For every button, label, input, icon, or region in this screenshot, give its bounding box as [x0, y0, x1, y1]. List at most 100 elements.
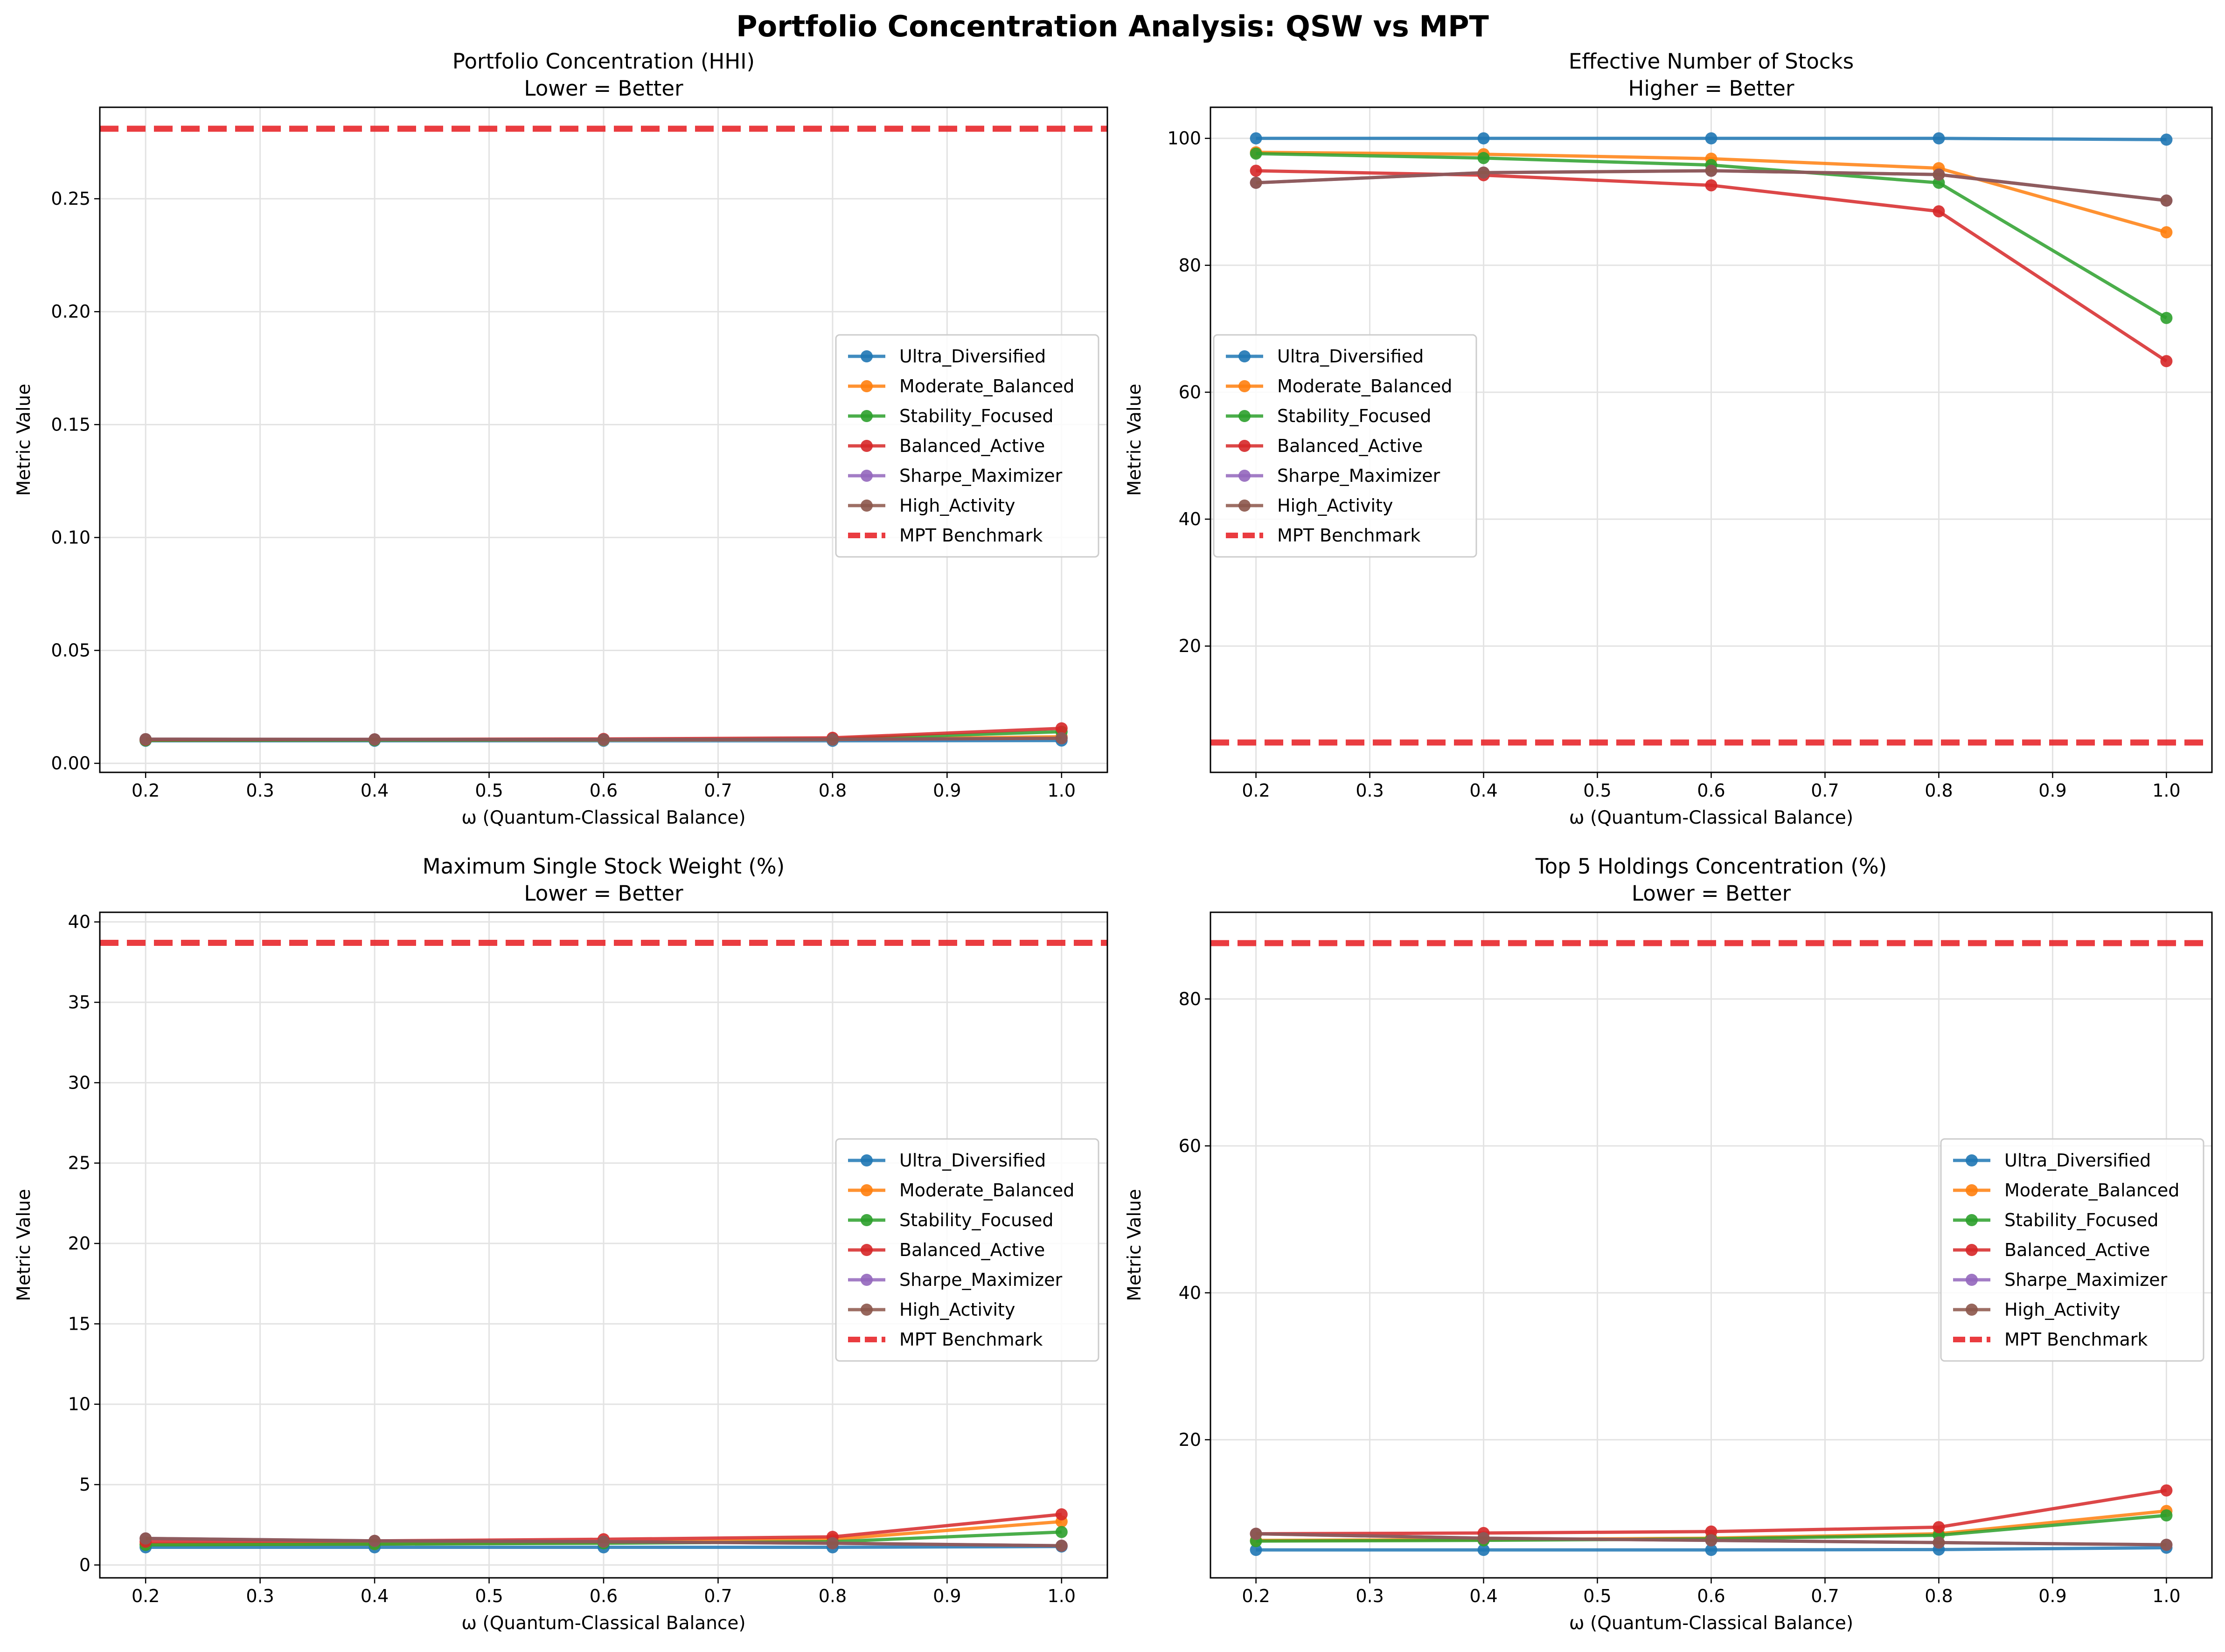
legend-label: Moderate_Balanced	[899, 1180, 1074, 1201]
y-tick-label: 0.00	[51, 753, 90, 774]
data-point	[2160, 1539, 2173, 1551]
x-tick-label: 1.0	[1048, 1586, 1076, 1606]
data-point	[2160, 194, 2173, 207]
data-point	[369, 1534, 381, 1547]
legend-box	[1213, 334, 1477, 558]
y-tick-label: 0.10	[51, 527, 90, 548]
x-tick-label: 0.5	[475, 1586, 503, 1606]
y-tick-label: 15	[68, 1313, 90, 1334]
legend-label: Sharpe_Maximizer	[899, 1270, 1063, 1290]
data-point	[1477, 1532, 1490, 1544]
x-tick-label: 0.8	[819, 780, 847, 801]
x-tick-label: 0.6	[1697, 780, 1725, 801]
legend-swatch-marker	[1238, 470, 1251, 482]
legend-swatch-marker	[861, 500, 873, 512]
legend-swatch-marker	[1238, 380, 1251, 392]
subplot-subtitle: Higher = Better	[1628, 76, 1794, 101]
subplots: Portfolio Concentration (HHI)Lower = Bet…	[14, 49, 2213, 1634]
subplot-3: Maximum Single Stock Weight (%)Lower = B…	[14, 854, 1108, 1634]
series-high-activity	[139, 732, 1068, 746]
legend-label: Balanced_Active	[899, 1240, 1045, 1260]
data-point	[1705, 1544, 1717, 1556]
data-point	[1250, 1544, 1262, 1556]
legend-label: High_Activity	[899, 495, 1015, 516]
x-tick-label: 0.2	[1242, 1586, 1270, 1606]
series-high-activity	[139, 1532, 1068, 1552]
x-tick-label: 0.4	[1469, 1586, 1497, 1606]
legend: Ultra_Diversified Moderate_Balanced Stabil…	[835, 1138, 1099, 1362]
series-high-activity	[1250, 1527, 2173, 1551]
legend-swatch-marker	[1966, 1154, 1978, 1166]
y-tick-label: 40	[1179, 1283, 1201, 1303]
legend-swatch-marker	[1966, 1274, 1978, 1286]
legend-label: MPT Benchmark	[899, 525, 1043, 546]
legend-swatch-marker	[1238, 500, 1251, 512]
data-point	[1055, 1540, 1068, 1552]
data-point	[826, 1537, 839, 1549]
legend-swatch-marker	[861, 1274, 873, 1286]
y-tick-label: 0.05	[51, 640, 90, 661]
y-tick-label: 35	[68, 992, 90, 1013]
data-point	[1250, 165, 1262, 177]
legend-label: Moderate_Balanced	[899, 376, 1074, 396]
x-tick-label: 1.0	[2152, 780, 2180, 801]
subplot-subtitle: Lower = Better	[524, 76, 683, 101]
legend-label: Ultra_Diversified	[2004, 1150, 2151, 1171]
legend-label: Stability_Focused	[2004, 1210, 2159, 1230]
data-point	[1705, 179, 1717, 192]
legend-label: Sharpe_Maximizer	[1277, 465, 1440, 486]
legend-swatch-marker	[861, 470, 873, 482]
legend-label: Moderate_Balanced	[1277, 376, 1452, 396]
y-tick-label: 0.15	[51, 414, 90, 435]
plot-frame	[99, 911, 1108, 1579]
x-tick-label: 0.7	[704, 780, 732, 801]
x-tick-label: 0.2	[1242, 780, 1270, 801]
data-point	[1477, 167, 1490, 179]
y-tick-label: 60	[1179, 382, 1201, 403]
data-point	[1705, 1534, 1717, 1547]
data-point	[1933, 132, 1945, 145]
data-point	[1477, 132, 1490, 145]
data-point	[1933, 168, 1945, 181]
legend-box	[835, 1138, 1099, 1362]
series-ultra-diversified	[1250, 132, 2173, 146]
plot-frame	[1210, 106, 2213, 773]
legend-label: Ultra_Diversified	[899, 1150, 1046, 1171]
x-tick-label: 0.3	[246, 1586, 274, 1606]
data-point	[2160, 355, 2173, 368]
y-tick-label: 100	[1167, 128, 1201, 149]
legend-label: Balanced_Active	[899, 436, 1045, 456]
x-tick-label: 0.5	[1583, 780, 1611, 801]
legend-label: Ultra_Diversified	[899, 346, 1046, 367]
legend-swatch-marker	[861, 1214, 873, 1226]
data-point	[598, 1535, 610, 1548]
legend-label: Sharpe_Maximizer	[2004, 1270, 2168, 1290]
legend-swatch-marker	[861, 1154, 873, 1166]
grid	[100, 912, 1107, 1578]
x-tick-label: 0.3	[246, 780, 274, 801]
y-tick-label: 5	[79, 1474, 90, 1495]
legend-box	[835, 334, 1099, 558]
legend-box	[1940, 1138, 2204, 1362]
legend-label: Stability_Focused	[899, 406, 1054, 426]
x-axis-label: ω (Quantum-Classical Balance)	[1569, 1613, 1853, 1634]
data-point	[1055, 1526, 1068, 1538]
x-tick-label: 0.7	[1811, 780, 1839, 801]
x-tick-label: 0.4	[361, 780, 389, 801]
series-high-activity	[1250, 165, 2173, 207]
y-axis-label: Metric Value	[1124, 1189, 1145, 1301]
x-axis-label: ω (Quantum-Classical Balance)	[461, 807, 745, 828]
x-tick-label: 0.9	[2038, 1586, 2066, 1606]
data-point	[1477, 1544, 1490, 1556]
legend-swatch-marker	[861, 380, 873, 392]
data-point	[2160, 312, 2173, 324]
x-tick-label: 0.9	[933, 780, 961, 801]
legend-label: Stability_Focused	[899, 1210, 1054, 1230]
x-tick-label: 0.8	[1925, 1586, 1953, 1606]
data-point	[1055, 722, 1068, 735]
subplot-1: Portfolio Concentration (HHI)Lower = Bet…	[14, 49, 1108, 828]
legend-swatch-marker	[1966, 1244, 1978, 1256]
y-tick-label: 30	[68, 1072, 90, 1093]
x-tick-label: 0.5	[475, 780, 503, 801]
x-tick-label: 0.6	[590, 1586, 618, 1606]
